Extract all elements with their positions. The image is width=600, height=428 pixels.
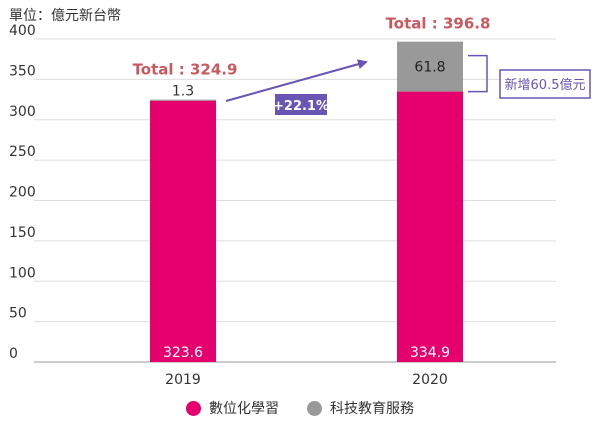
- data-label-2020-series-1: 61.8: [414, 60, 445, 76]
- y-tick-200: 200: [9, 185, 36, 201]
- y-tick-50: 50: [9, 306, 27, 322]
- y-tick-0: 0: [9, 346, 18, 362]
- bar-2019-series-1: [150, 99, 216, 101]
- y-tick-300: 300: [9, 104, 36, 120]
- y-tick-350: 350: [9, 63, 36, 79]
- y-tick-100: 100: [9, 265, 36, 281]
- legend-swatch-digital-learning: [186, 400, 201, 416]
- total-label-2020: Total : 396.8: [386, 15, 491, 33]
- legend-label-digital-learning: 數位化學習: [209, 401, 279, 417]
- bar-2020-series-1: [397, 41, 463, 92]
- unit-label: 單位：億元新台幣: [9, 8, 121, 24]
- increase-badge-text: 新增60.5億元: [505, 77, 586, 93]
- gridlines: [34, 38, 556, 363]
- growth-badge-text: +22.1%: [273, 99, 329, 114]
- data-label-2020-series-0: 334.9: [410, 345, 450, 361]
- y-tick-400: 400: [9, 23, 36, 39]
- growth-badge: [275, 94, 327, 115]
- x-label-2019: 2019: [165, 372, 201, 388]
- legend-item-tech-edu-service: 科技教育服務: [307, 398, 414, 418]
- legend-item-digital-learning: 數位化學習: [186, 398, 279, 418]
- y-tick-150: 150: [9, 225, 36, 241]
- legend: 數位化學習 科技教育服務: [0, 398, 600, 418]
- bars: 323.6 334.9 1.3 61.8: [150, 41, 463, 363]
- legend-label-tech-edu-service: 科技教育服務: [330, 401, 414, 417]
- data-label-2019-series-0: 323.6: [163, 345, 203, 361]
- x-label-2020: 2020: [412, 372, 448, 388]
- legend-swatch-tech-edu-service: [307, 400, 322, 416]
- y-tick-250: 250: [9, 144, 36, 160]
- increase-bracket: [468, 54, 488, 93]
- increase-badge: [499, 69, 591, 99]
- total-label-2019: Total : 324.9: [133, 61, 238, 79]
- annotations: Total : 324.9 Total : 396.8 +22.1% 新增60.5億元: [133, 15, 591, 115]
- growth-arrow: [225, 59, 368, 102]
- bar-2020-series-0: [397, 91, 463, 363]
- bar-2019-series-0: [150, 100, 216, 363]
- y-axis-ticks: 0 50 100 150 200 250 300 350 400: [9, 23, 36, 362]
- x-axis-labels: 2019 2020: [165, 372, 448, 388]
- data-label-2019-series-1: 1.3: [172, 84, 194, 100]
